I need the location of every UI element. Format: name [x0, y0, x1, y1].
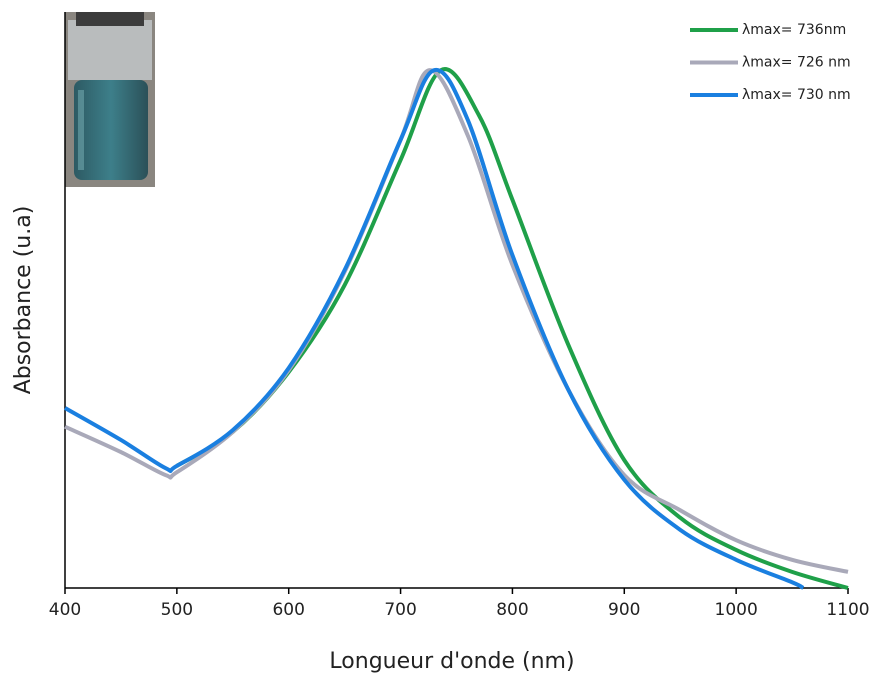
x-axis-label: Longueur d'onde (nm) [329, 649, 574, 674]
inset-photo [65, 12, 155, 187]
x-tick-label: 600 [272, 600, 304, 620]
line-series [175, 67, 849, 590]
legend-label: λmax= 726 nm [742, 55, 851, 71]
x-tick-label: 500 [161, 600, 193, 620]
x-tick-label: 1100 [826, 600, 869, 620]
x-tick-label: 700 [384, 600, 416, 620]
x-tick-label: 800 [496, 600, 528, 620]
x-tick-label: 900 [608, 600, 640, 620]
legend-label: λmax= 736nm [742, 22, 846, 38]
x-tick-label: 400 [49, 600, 81, 620]
y-axis-label: Absorbance (u.a) [11, 206, 36, 395]
legend-label: λmax= 730 nm [742, 87, 851, 103]
line-series [64, 68, 849, 574]
x-tick-label: 1000 [715, 600, 758, 620]
line-series [64, 67, 805, 590]
